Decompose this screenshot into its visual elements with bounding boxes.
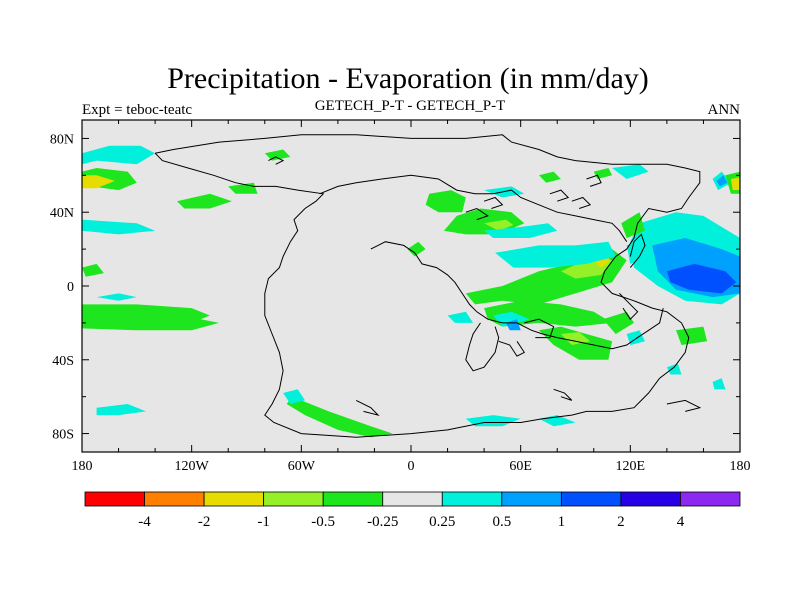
colorbar-swatch-10 xyxy=(680,491,741,507)
field-region-43 xyxy=(676,326,708,345)
field-region-7 xyxy=(82,263,104,277)
field-region-20 xyxy=(612,164,649,179)
x-tick-label-6: 180 xyxy=(730,459,751,474)
field-region-24 xyxy=(730,177,740,191)
field-region-9 xyxy=(82,319,220,331)
field-region-12 xyxy=(425,190,466,213)
field-region-46 xyxy=(286,396,393,438)
coastline-4 xyxy=(498,340,526,357)
coastline-3 xyxy=(465,322,500,372)
field-region-11 xyxy=(96,293,137,301)
coastline-0 xyxy=(154,134,701,438)
colorbar-label-5: 0.25 xyxy=(429,514,455,530)
colorbar-swatch-4 xyxy=(322,491,384,507)
coastline-13 xyxy=(553,388,573,401)
colorbar-label-4: -0.25 xyxy=(367,514,398,530)
colorbar-swatch-1 xyxy=(144,491,205,507)
field-region-14 xyxy=(484,219,514,231)
colorbar-label-0: -4 xyxy=(138,514,151,530)
y-tick-label-3: 40S xyxy=(52,354,74,369)
y-tick-label-4: 80S xyxy=(52,428,74,443)
coastline-1 xyxy=(319,174,628,242)
coastline-8 xyxy=(465,207,489,221)
colorbar-swatch-2 xyxy=(203,491,265,507)
colorbar-swatch-8 xyxy=(560,491,622,507)
x-tick-label-0: 180 xyxy=(72,459,93,474)
coastline-15 xyxy=(666,399,702,412)
field-region-37 xyxy=(506,319,521,331)
coastline-14 xyxy=(355,399,380,417)
field-region-40 xyxy=(560,332,591,345)
colorbar-label-8: 2 xyxy=(617,514,625,530)
coastline-5 xyxy=(524,318,555,339)
field-region-3 xyxy=(177,193,232,209)
season-label: ANN xyxy=(708,102,741,118)
field-region-15 xyxy=(407,241,426,257)
colorbar-swatch-7 xyxy=(501,491,562,507)
colorbar-label-9: 4 xyxy=(677,514,685,530)
field-region-38 xyxy=(447,311,474,323)
y-tick-label-2: 0 xyxy=(67,280,74,295)
field-region-41 xyxy=(602,311,634,334)
colorbar-swatch-5 xyxy=(382,491,443,507)
colorbar-swatch-6 xyxy=(441,491,503,507)
experiment-label: Expt = teboc-teatc xyxy=(82,102,192,118)
y-tick-label-1: 40N xyxy=(50,206,74,221)
coastlines xyxy=(154,134,702,438)
x-tick-label-3: 0 xyxy=(408,459,415,474)
field-region-6 xyxy=(82,219,156,235)
colorbar-swatch-0 xyxy=(84,491,145,507)
coastline-16 xyxy=(268,156,285,165)
center-label: GETECH_P-T - GETECH_P-T xyxy=(315,98,506,114)
field-region-2 xyxy=(82,175,115,189)
coastline-10 xyxy=(549,189,570,202)
colorbar-label-6: 0.5 xyxy=(492,514,511,530)
field-region-0 xyxy=(82,145,156,165)
colorbar-label-1: -2 xyxy=(198,514,211,530)
colorbar-label-3: -0.5 xyxy=(311,514,335,530)
field-region-27 xyxy=(666,263,737,294)
coastline-11 xyxy=(571,196,592,209)
x-tick-label-2: 60W xyxy=(288,459,316,474)
colorbar: -4 -2 -1 -0.5 -0.25 0.25 0.5 1 2 4 xyxy=(84,491,741,530)
field-region-44 xyxy=(666,363,682,375)
x-axis: 180 120W 60W 0 60E 120E 180 xyxy=(72,120,751,474)
coastline-2 xyxy=(370,241,664,350)
field-region-29 xyxy=(621,212,645,238)
field-region-5 xyxy=(264,149,291,161)
field-region-16 xyxy=(484,223,558,238)
y-axis: 80N 40N 0 40S 80S xyxy=(50,132,740,443)
field-region-34 xyxy=(495,241,616,268)
colorbar-swatch-9 xyxy=(620,491,681,507)
colorbar-label-2: -1 xyxy=(257,514,270,530)
field-region-10 xyxy=(96,404,146,416)
field-region-18 xyxy=(538,171,561,183)
chart-title: Precipitation - Evaporation (in mm/day) xyxy=(167,62,649,95)
coastline-9 xyxy=(483,196,504,209)
field-region-45 xyxy=(712,378,726,390)
x-tick-label-5: 120E xyxy=(616,459,646,474)
x-tick-label-1: 120W xyxy=(175,459,210,474)
colorbar-label-7: 1 xyxy=(558,514,566,530)
field-region-28 xyxy=(688,219,715,235)
field-region-22 xyxy=(716,175,728,187)
coastline-12 xyxy=(586,174,602,187)
field-regions xyxy=(82,145,740,438)
field-region-49 xyxy=(283,389,305,404)
coastline-6 xyxy=(629,233,646,268)
x-tick-label-4: 60E xyxy=(509,459,532,474)
y-tick-label-0: 80N xyxy=(50,132,74,147)
map-area xyxy=(82,120,740,452)
colorbar-swatch-3 xyxy=(263,491,324,507)
coastline-7 xyxy=(619,293,639,320)
